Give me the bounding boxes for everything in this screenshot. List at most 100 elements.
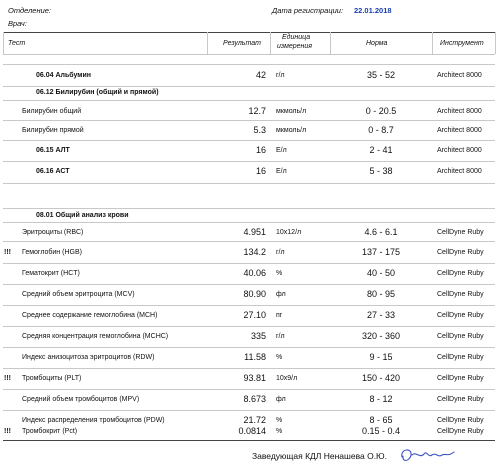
unit: фл [276, 291, 286, 298]
warning-flag: !!! [4, 428, 11, 435]
instrument: CellDyne Ruby [437, 229, 484, 236]
instrument: CellDyne Ruby [437, 417, 484, 424]
row-divider [3, 100, 495, 101]
norm-range: 27 - 33 [366, 310, 396, 320]
test-name: 06.04 Альбумин [36, 72, 92, 79]
result-value: 21.72 [243, 415, 266, 425]
instrument: Architect 8000 [437, 168, 482, 175]
test-group-name: 08.01 Общий анализ крови [36, 212, 129, 219]
instrument: CellDyne Ruby [437, 249, 484, 256]
instrument: Architect 8000 [437, 127, 482, 134]
row-divider [3, 347, 495, 348]
warning-flag: !!! [4, 375, 11, 382]
reg-date-label: Дата регистрации: [272, 6, 344, 15]
row-divider [3, 326, 495, 327]
row-divider [3, 305, 495, 306]
row-divider [3, 208, 495, 209]
test-name: 06.15 АЛТ [36, 147, 70, 154]
col-header-norm: Норма [366, 40, 388, 47]
instrument: CellDyne Ruby [437, 396, 484, 403]
result-value: 8.673 [243, 394, 266, 404]
result-value: 27.10 [243, 310, 266, 320]
result-value: 0.0814 [238, 426, 266, 436]
unit: Е/л [276, 168, 287, 175]
col-divider [432, 32, 433, 54]
norm-range: 4.6 - 6.1 [364, 227, 398, 237]
unit: Е/л [276, 147, 287, 154]
doctor-label: Врач: [8, 19, 27, 28]
test-name: Среднее содержание гемоглобина (MCH) [22, 312, 158, 319]
test-group-name: 06.12 Билирубин (общий и прямой) [36, 89, 159, 96]
test-name: Билирубин прямой [22, 127, 84, 134]
col-header-result: Результат [223, 40, 261, 47]
norm-range: 9 - 15 [369, 352, 393, 362]
test-name: Средний объем эритроцита (MCV) [22, 291, 135, 298]
result-value: 134.2 [243, 247, 266, 257]
norm-range: 320 - 360 [361, 331, 401, 341]
col-divider [270, 32, 271, 54]
unit: 10x12/л [276, 229, 302, 236]
test-name: Гематокрит (HCT) [22, 270, 80, 277]
norm-range: 5 - 38 [369, 166, 393, 176]
unit: % [276, 417, 283, 424]
row-divider [3, 64, 495, 65]
result-value: 11.58 [244, 352, 266, 362]
test-name: 06.16 АСТ [36, 168, 70, 175]
col-divider [3, 32, 4, 54]
norm-range: 8 - 12 [369, 394, 393, 404]
row-divider [3, 410, 495, 411]
col-header-unit-line1: Единица [282, 34, 311, 41]
department-label: Отделение: [8, 6, 52, 15]
result-value: 80.90 [243, 289, 266, 299]
unit: пг [276, 312, 283, 319]
row-divider [3, 284, 495, 285]
result-value: 16 [255, 145, 266, 155]
instrument: CellDyne Ruby [437, 354, 484, 361]
norm-range: 8 - 65 [369, 415, 393, 425]
test-name: Индекс распределения тромбоцитов (PDW) [22, 417, 165, 424]
col-divider [207, 32, 208, 54]
norm-range: 40 - 50 [366, 268, 396, 278]
unit: % [276, 354, 283, 361]
result-value: 42 [255, 70, 266, 80]
result-value: 16 [255, 166, 266, 176]
row-divider [3, 161, 495, 162]
instrument: CellDyne Ruby [437, 291, 484, 298]
instrument: CellDyne Ruby [437, 375, 484, 382]
row-divider [3, 263, 495, 264]
reg-date-value: 22.01.2018 [354, 6, 392, 15]
row-divider [3, 140, 495, 141]
result-value: 93.81 [243, 373, 266, 383]
row-divider [3, 183, 495, 184]
test-name: Эритроциты (RBC) [22, 229, 84, 236]
row-divider [3, 222, 495, 223]
test-name: Средняя концентрация гемоглобина (MCHC) [22, 333, 169, 340]
test-name: Тромбоциты (PLT) [22, 375, 82, 382]
row-divider [3, 86, 495, 87]
result-value: 5.3 [253, 125, 266, 135]
unit: г/л [276, 333, 285, 340]
result-value: 4.951 [243, 227, 266, 237]
unit: 10x9/л [276, 375, 298, 382]
unit: фл [276, 396, 286, 403]
test-name: Тромбокрит (Pct) [22, 428, 78, 435]
row-divider [3, 368, 495, 369]
row-divider [3, 389, 495, 390]
test-name: Гемоглобин (HGB) [22, 249, 82, 256]
col-header-test: Тест [8, 40, 26, 47]
norm-range: 80 - 95 [366, 289, 396, 299]
unit: % [276, 428, 283, 435]
result-value: 12.7 [248, 106, 266, 116]
instrument: CellDyne Ruby [437, 333, 484, 340]
unit: мкмоль/л [276, 108, 307, 115]
norm-range: 137 - 175 [361, 247, 401, 257]
row-divider [3, 241, 495, 242]
col-divider [330, 32, 331, 54]
table-top-border [3, 32, 495, 33]
unit: г/л [276, 72, 285, 79]
test-name: Индекс анизоцитоза эритроцитов (RDW) [22, 354, 155, 361]
header-bottom-border [3, 54, 495, 55]
warning-flag: !!! [4, 249, 11, 256]
col-header-unit-line2: измерения [277, 43, 313, 50]
instrument: CellDyne Ruby [437, 428, 484, 435]
